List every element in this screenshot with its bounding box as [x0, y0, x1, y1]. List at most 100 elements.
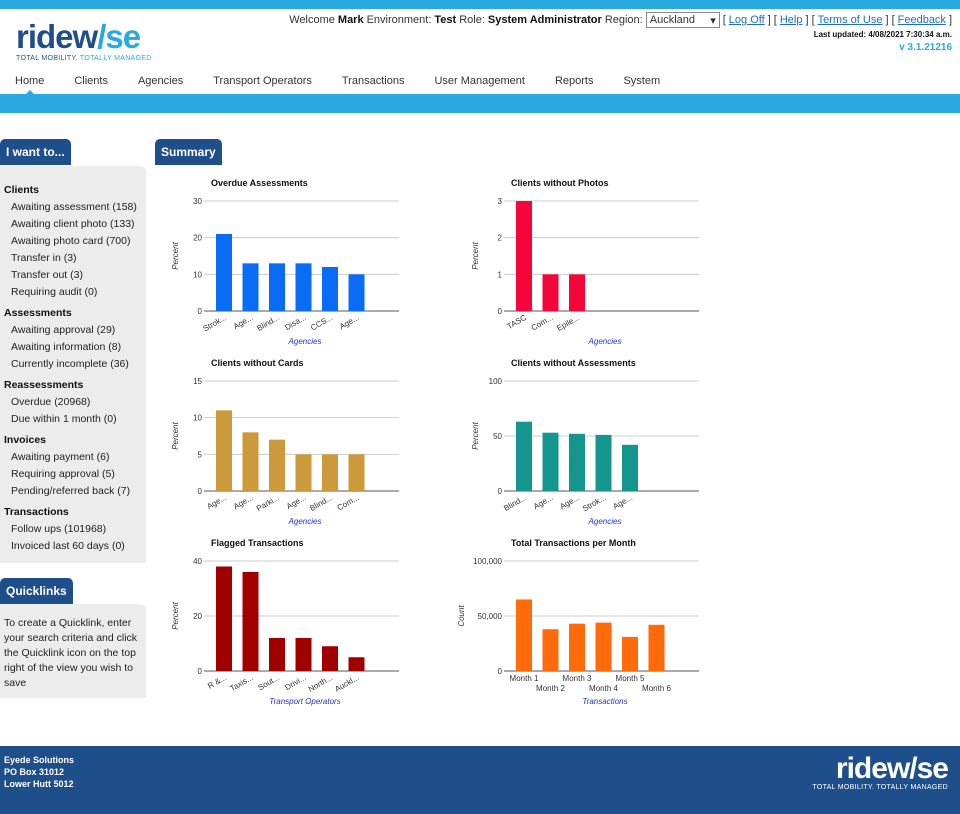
x-tick-label: Age...	[232, 493, 255, 511]
footer: Eyede Solutions PO Box 31012 Lower Hutt …	[0, 746, 960, 814]
y-tick-label: 0	[198, 667, 203, 676]
nav-underbar	[0, 94, 960, 113]
main-nav: Home Clients Agencies Transport Operator…	[0, 72, 960, 96]
logoff-link[interactable]: Log Off	[728, 14, 765, 26]
bar	[348, 657, 365, 671]
nav-transactions[interactable]: Transactions	[341, 75, 405, 87]
chart-title: Clients without Photos	[511, 178, 609, 188]
bar	[269, 439, 285, 491]
bar	[295, 638, 312, 671]
feedback-link[interactable]: Feedback	[897, 14, 946, 26]
nav-system[interactable]: System	[623, 75, 661, 87]
link-awaiting-client-photo[interactable]: Awaiting client photo (133)	[11, 218, 135, 230]
terms-link[interactable]: Terms of Use	[817, 14, 883, 26]
i-want-to-tab: I want to...	[0, 139, 71, 165]
footer-logo-word-1: ridew	[835, 752, 910, 785]
link-follow-ups[interactable]: Follow ups (101968)	[11, 523, 107, 535]
bar	[516, 599, 532, 671]
section-reassessments: Reassessments Overdue (20968) Due within…	[0, 379, 146, 428]
bar	[322, 646, 338, 671]
nav-reports[interactable]: Reports	[554, 75, 594, 87]
help-link[interactable]: Help	[779, 14, 803, 26]
user-name: Mark	[337, 14, 364, 26]
chevron-down-icon: ▾	[710, 14, 716, 27]
logo-tagline-2: TOTALLY MANAGED	[77, 55, 152, 62]
last-updated: Last updated: 4/08/2021 7:30:34 a.m.	[813, 30, 952, 39]
y-tick-label: 0	[498, 487, 503, 496]
link-awaiting-photo-card[interactable]: Awaiting photo card (700)	[11, 235, 131, 247]
y-tick-label: 2	[498, 234, 503, 243]
nav-agencies[interactable]: Agencies	[137, 75, 184, 87]
link-requiring-approval[interactable]: Requiring approval (5)	[11, 468, 115, 480]
bar	[542, 274, 559, 311]
x-tick-label: Disa...	[283, 313, 307, 332]
chart-title: Clients without Cards	[211, 358, 304, 368]
welcome-label: Welcome	[289, 14, 335, 26]
bar	[595, 622, 612, 671]
y-tick-label: 50	[493, 432, 502, 441]
y-tick-label: 100,000	[473, 557, 502, 566]
chart-svg: Flagged Transactions 0 20 40 Percent R &... Ta…	[171, 538, 399, 706]
x-tick-label: Age...	[558, 493, 581, 511]
x-tick-label: Blind...	[308, 493, 334, 513]
y-tick-label: 5	[198, 450, 203, 459]
link-awaiting-information[interactable]: Awaiting information (8)	[11, 341, 122, 353]
y-axis-label: Percent	[471, 241, 480, 269]
link-awaiting-assessment[interactable]: Awaiting assessment (158)	[11, 201, 137, 213]
link-overdue[interactable]: Overdue (20968)	[11, 396, 91, 408]
y-tick-label: 3	[498, 197, 503, 206]
link-transfer-in[interactable]: Transfer in (3)	[11, 252, 77, 264]
logo-word-1: ridew	[16, 18, 98, 55]
section-heading: Transactions	[4, 506, 69, 518]
chart-0: Overdue Assessments 0 10 20 30 Percent Strok..…	[170, 176, 410, 351]
y-tick-label: 0	[198, 487, 203, 496]
bar	[569, 623, 585, 671]
bar	[216, 566, 232, 671]
x-tick-label: Age...	[338, 313, 361, 331]
region-label: Region:	[604, 14, 643, 26]
section-transactions: Transactions Follow ups (101968) Invoice…	[0, 506, 146, 555]
bar	[542, 432, 559, 491]
y-axis-label: Percent	[171, 421, 180, 449]
link-awaiting-payment[interactable]: Awaiting payment (6)	[11, 451, 110, 463]
bar	[216, 234, 232, 311]
bar	[322, 267, 338, 311]
footer-company: Eyede Solutions	[4, 755, 75, 765]
link-currently-incomplete[interactable]: Currently incomplete (36)	[11, 358, 129, 370]
x-tick-label: Com...	[530, 313, 555, 333]
x-tick-label: Age...	[232, 313, 255, 331]
bar	[242, 263, 259, 311]
link-invoiced-last-60-days[interactable]: Invoiced last 60 days (0)	[11, 540, 125, 552]
y-tick-label: 20	[193, 612, 202, 621]
link-awaiting-approval[interactable]: Awaiting approval (29)	[11, 324, 116, 336]
section-heading: Clients	[4, 184, 40, 196]
section-heading: Assessments	[4, 307, 72, 319]
bar	[242, 572, 259, 671]
section-invoices: Invoices Awaiting payment (6) Requiring …	[0, 434, 146, 500]
x-tick-label: Month 4	[589, 684, 618, 693]
environment-value: Test	[434, 14, 457, 26]
environment-label: Environment:	[366, 14, 432, 26]
x-tick-label: Age...	[205, 493, 228, 511]
nav-user-management[interactable]: User Management	[434, 75, 525, 87]
chart-svg: Total Transactions per Month 0 50,000 100,0…	[457, 538, 699, 706]
link-pending-referred-back[interactable]: Pending/referred back (7)	[11, 485, 131, 497]
bracket: ] [	[885, 14, 895, 26]
link-transfer-out[interactable]: Transfer out (3)	[11, 269, 83, 281]
x-tick-label: Age...	[532, 493, 555, 511]
chart-3: Clients without Assessments 0 50 100 Percent…	[470, 356, 710, 531]
x-tick-label: Month 2	[536, 684, 565, 693]
link-requiring-audit[interactable]: Requiring audit (0)	[11, 286, 98, 298]
quicklinks-tab: Quicklinks	[0, 578, 73, 604]
y-tick-label: 40	[193, 557, 202, 566]
region-select[interactable]: Auckland ▾	[645, 12, 720, 28]
x-tick-label: Strok...	[202, 313, 228, 333]
y-tick-label: 15	[193, 377, 202, 386]
y-tick-label: 100	[489, 377, 503, 386]
nav-clients[interactable]: Clients	[74, 75, 108, 87]
link-due-within-1-month[interactable]: Due within 1 month (0)	[11, 413, 117, 425]
nav-transport-operators[interactable]: Transport Operators	[213, 75, 312, 87]
nav-home[interactable]: Home	[0, 72, 59, 96]
x-axis-label: Agencies	[288, 517, 322, 526]
ridewise-logo[interactable]: ridew/se TOTAL MOBILITY. TOTALLY MANAGED	[16, 18, 152, 63]
